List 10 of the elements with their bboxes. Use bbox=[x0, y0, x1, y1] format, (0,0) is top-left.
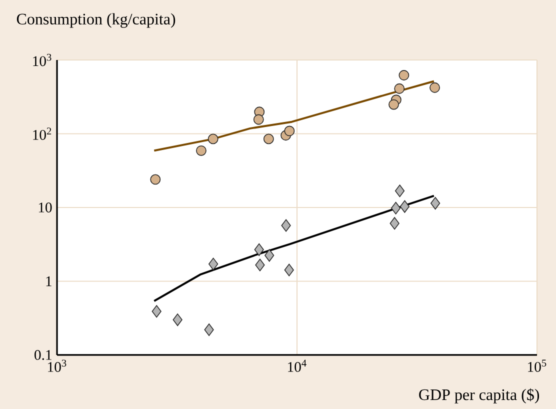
x-axis-title: GDP per capita ($) bbox=[419, 388, 540, 404]
x-tick-label: 10$^{5}$ bbox=[528, 360, 546, 372]
y-tick-label: 10 bbox=[38, 202, 52, 212]
x-tick-label: 10$^{4}$ bbox=[288, 360, 306, 372]
y-tick-label: 10$^{3}$ bbox=[33, 54, 52, 66]
x-tick-label: 10$^{3}$ bbox=[48, 360, 66, 372]
y-tick-label: 10$^{2}$ bbox=[33, 128, 52, 140]
y-tick-label: 0.1 bbox=[34, 350, 52, 360]
y-tick-label: 1 bbox=[46, 276, 52, 286]
y-axis-title: Consumption (kg/capita) bbox=[16, 13, 176, 28]
